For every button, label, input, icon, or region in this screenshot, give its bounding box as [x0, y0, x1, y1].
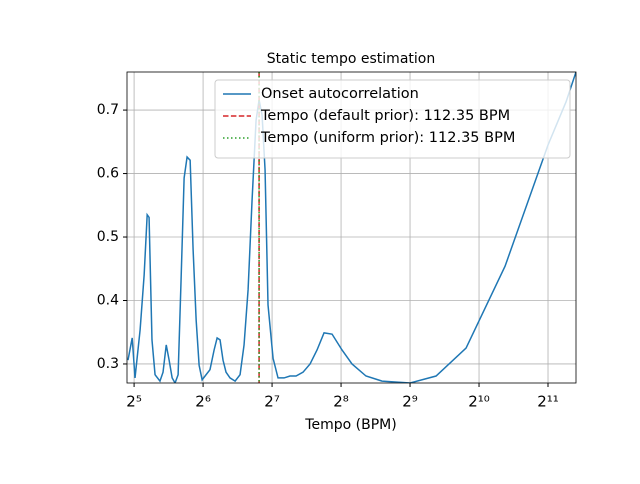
x-tick-label: 2¹⁰: [468, 393, 490, 411]
legend-box: [214, 79, 571, 159]
chart-title: Static tempo estimation: [267, 51, 435, 67]
data-line: [127, 72, 576, 383]
y-tick-label: 0.3: [97, 356, 119, 372]
y-tick-label: 0.4: [97, 292, 119, 308]
y-tick-label: 0.7: [97, 102, 119, 118]
legend-label: Tempo (uniform prior): 112.35 BPM: [260, 130, 515, 146]
x-tick-label: 2⁹: [402, 393, 418, 411]
legend-label: Tempo (default prior): 112.35 BPM: [260, 108, 510, 124]
x-tick-label: 2⁸: [333, 393, 349, 411]
legend-label: Onset autocorrelation: [261, 86, 419, 102]
y-tick-label: 0.5: [97, 229, 119, 245]
x-tick-label: 2⁷: [264, 393, 280, 411]
x-axis-label: Tempo (BPM): [304, 417, 396, 433]
x-tick-label: 2⁵: [126, 393, 142, 411]
x-tick-label: 2¹¹: [537, 393, 559, 411]
x-tick-label: 2⁶: [195, 393, 211, 411]
y-tick-label: 0.6: [97, 166, 119, 182]
axes-frame: [126, 71, 577, 384]
